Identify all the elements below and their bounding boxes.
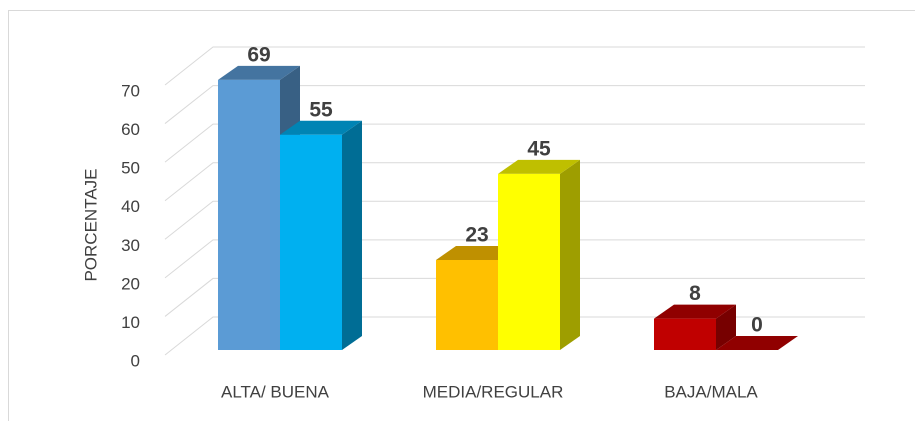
bar-face (498, 159, 580, 174)
y-axis-label: PORCENTAJE (81, 168, 100, 281)
grid-line (164, 85, 865, 124)
bar-face (436, 245, 518, 260)
value-label: 0 (751, 314, 763, 337)
bar-face (654, 304, 736, 319)
bar (716, 336, 798, 350)
bar-face (280, 120, 362, 135)
bar-face (218, 65, 300, 80)
y-tick-label: 10 (121, 313, 140, 332)
grid-line (164, 239, 865, 279)
bar-face (716, 304, 736, 350)
value-label: 8 (689, 282, 701, 305)
grid-line (164, 316, 865, 356)
bar-face (654, 318, 716, 350)
bar-face (560, 159, 580, 350)
grid-line (164, 277, 865, 317)
y-tick-label: 40 (121, 197, 140, 216)
grid-line (164, 123, 865, 163)
x-tick-label: MEDIA/REGULAR (423, 382, 564, 401)
y-tick-label: 50 (121, 159, 140, 178)
y-tick-label: 0 (131, 351, 140, 370)
chart-frame (8, 10, 915, 421)
grid-line (164, 46, 865, 86)
bar-face (342, 120, 362, 350)
bar (498, 159, 580, 350)
bar-face (280, 134, 342, 350)
bar-face (716, 336, 798, 350)
grid-line (164, 162, 865, 202)
y-tick-label: 30 (121, 236, 140, 255)
bar-face (498, 173, 560, 350)
y-tick-label: 20 (121, 274, 140, 293)
y-tick-label: 60 (121, 120, 140, 139)
value-label: 45 (527, 137, 551, 160)
bar-face (436, 259, 498, 350)
y-tick-label: 70 (121, 81, 140, 100)
bar (654, 304, 736, 350)
x-tick-label: ALTA/ BUENA (221, 382, 330, 401)
bar-face (218, 79, 280, 351)
x-tick-label: BAJA/MALA (664, 382, 758, 401)
bar (280, 120, 362, 350)
value-label: 55 (309, 98, 333, 121)
value-label: 23 (465, 224, 488, 247)
value-label: 69 (247, 43, 270, 66)
grid-line (164, 200, 865, 240)
